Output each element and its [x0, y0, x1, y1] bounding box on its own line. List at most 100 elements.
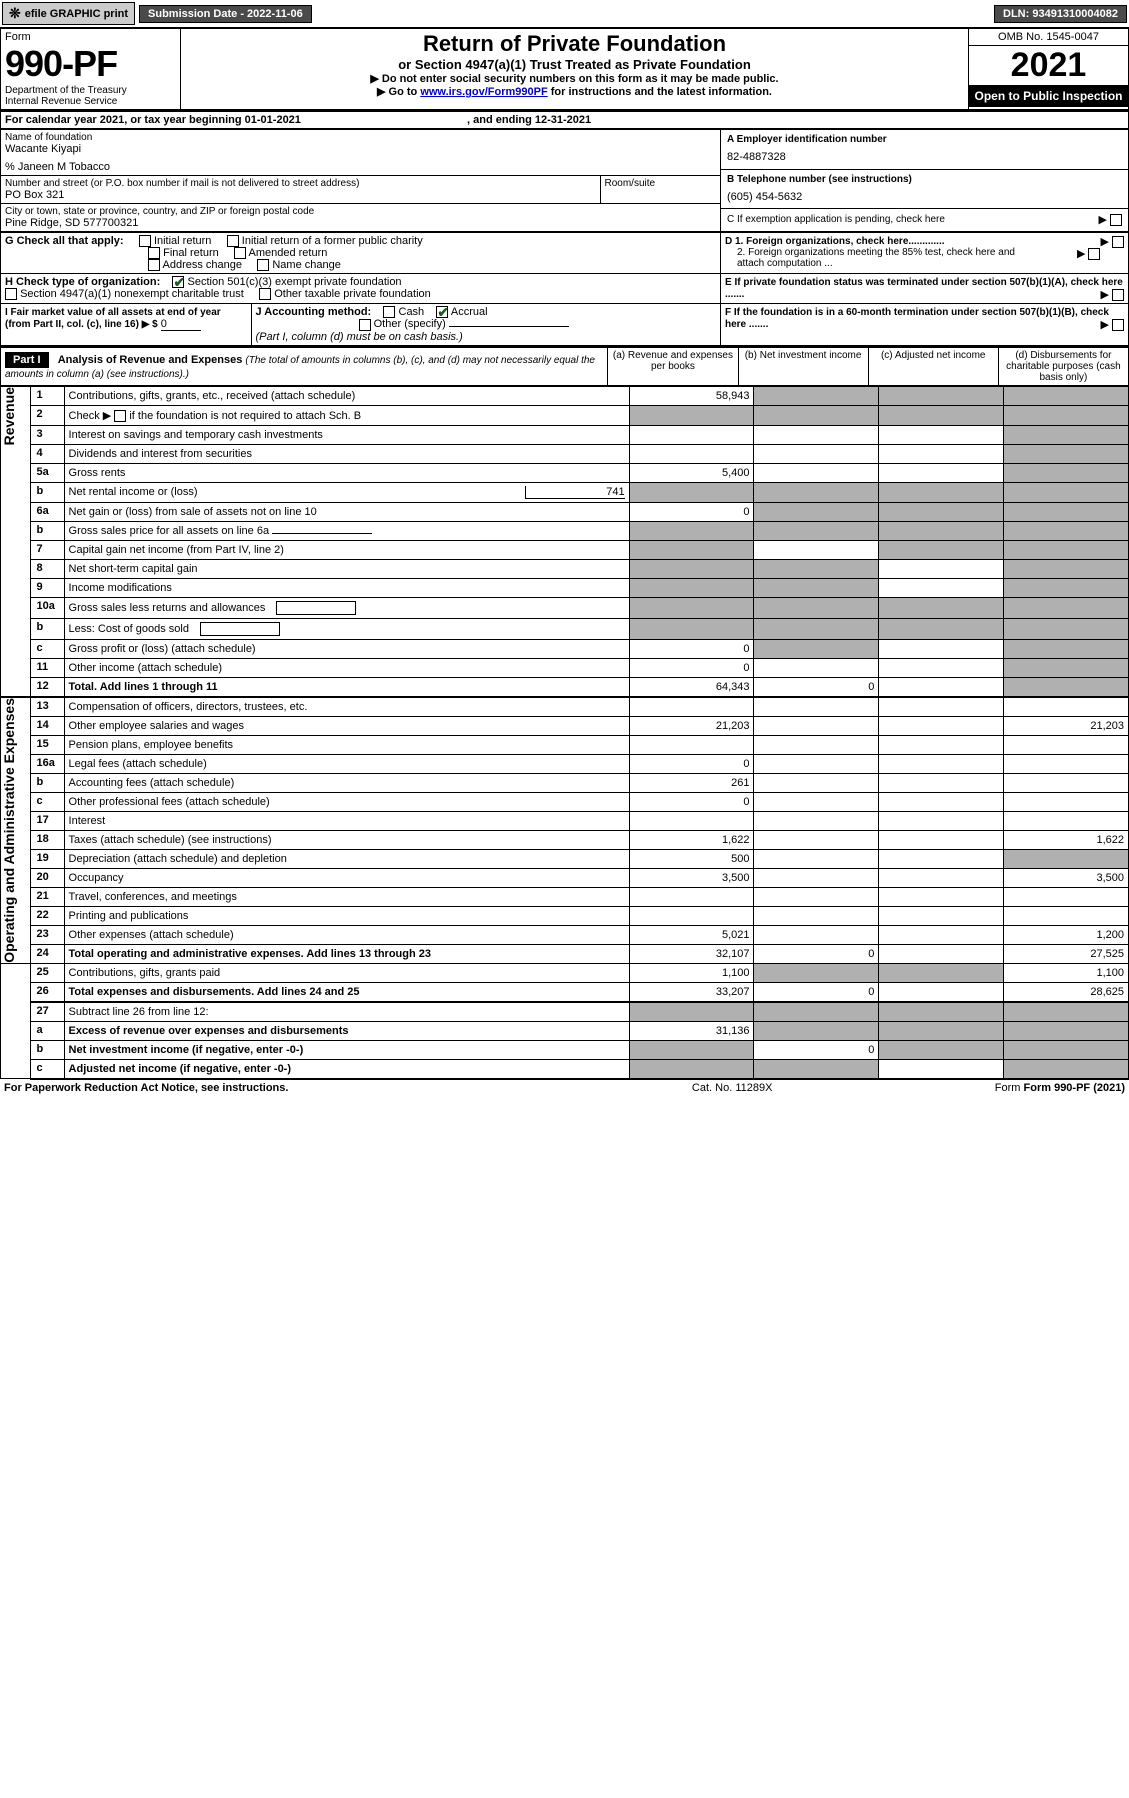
submission-date: Submission Date - 2022-11-06	[139, 5, 312, 23]
line26-desc: Total expenses and disbursements. Add li…	[64, 982, 629, 1002]
line3-desc: Interest on savings and temporary cash i…	[64, 425, 629, 444]
line7-desc: Capital gain net income (from Part IV, l…	[64, 540, 629, 559]
line1-a: 58,943	[629, 386, 754, 405]
line16c-desc: Other professional fees (attach schedule…	[64, 792, 629, 811]
line18-d: 1,622	[1004, 830, 1129, 849]
line9-desc: Income modifications	[64, 578, 629, 597]
street-address: PO Box 321	[5, 189, 596, 201]
j-cash-checkbox[interactable]	[383, 306, 395, 318]
e-label: E If private foundation status was termi…	[725, 277, 1123, 300]
line20-a: 3,500	[629, 868, 754, 887]
line24-a: 32,107	[629, 944, 754, 963]
line21-desc: Travel, conferences, and meetings	[64, 887, 629, 906]
line26-a: 33,207	[629, 982, 754, 1002]
line27b-desc: Net investment income (if negative, ente…	[64, 1040, 629, 1059]
g-address-change[interactable]	[148, 259, 160, 271]
form-subtitle: or Section 4947(a)(1) Trust Treated as P…	[185, 57, 964, 72]
footer-left: For Paperwork Reduction Act Notice, see …	[0, 1080, 636, 1096]
g-amended-return[interactable]	[234, 247, 246, 259]
line15-desc: Pension plans, employee benefits	[64, 735, 629, 754]
identity-block: Name of foundation Wacante Kiyapi % Jane…	[0, 129, 1129, 232]
line25-desc: Contributions, gifts, grants paid	[64, 963, 629, 982]
line17-desc: Interest	[64, 811, 629, 830]
line11-desc: Other income (attach schedule)	[64, 658, 629, 677]
j-note: (Part I, column (d) must be on cash basi…	[256, 331, 463, 343]
line19-a: 500	[629, 849, 754, 868]
g-initial-return[interactable]	[139, 235, 151, 247]
h-501c3-checkbox[interactable]	[172, 276, 184, 288]
line25-d: 1,100	[1004, 963, 1129, 982]
line23-desc: Other expenses (attach schedule)	[64, 925, 629, 944]
line24-b: 0	[754, 944, 879, 963]
line11-a: 0	[629, 658, 754, 677]
line5a-desc: Gross rents	[64, 463, 629, 482]
line14-a: 21,203	[629, 716, 754, 735]
g-final-return[interactable]	[148, 247, 160, 259]
line1-b	[754, 386, 879, 405]
spray-icon: ❊	[9, 5, 21, 22]
h-4947-checkbox[interactable]	[5, 288, 17, 300]
line24-desc: Total operating and administrative expen…	[64, 944, 629, 963]
calendar-year-line: For calendar year 2021, or tax year begi…	[1, 111, 1129, 129]
j-label: J Accounting method:	[256, 306, 372, 318]
line14-d: 21,203	[1004, 716, 1129, 735]
i-value: 0	[161, 318, 201, 331]
line27b-b: 0	[754, 1040, 879, 1059]
tax-year: 2021	[969, 46, 1128, 85]
line16b-desc: Accounting fees (attach schedule)	[64, 773, 629, 792]
line26-d: 28,625	[1004, 982, 1129, 1002]
f-checkbox[interactable]	[1112, 319, 1124, 331]
c-label: C If exemption application is pending, c…	[727, 214, 945, 225]
line10c-a: 0	[629, 639, 754, 658]
addr-label: Number and street (or P.O. box number if…	[5, 178, 596, 189]
efile-print-button[interactable]: ❊ efile GRAPHIC print	[2, 2, 135, 25]
goto-note: ▶ Go to www.irs.gov/Form990PF for instru…	[185, 85, 964, 98]
line27a-desc: Excess of revenue over expenses and disb…	[64, 1021, 629, 1040]
form-header: Form 990-PF Department of the Treasury I…	[0, 27, 1129, 110]
line6a-a: 0	[629, 502, 754, 521]
line12-a: 64,343	[629, 677, 754, 697]
city-label: City or town, state or province, country…	[5, 206, 716, 217]
h-other-checkbox[interactable]	[259, 288, 271, 300]
expenses-side-label: Operating and Administrative Expenses	[1, 698, 17, 963]
line22-desc: Printing and publications	[64, 906, 629, 925]
line20-d: 3,500	[1004, 868, 1129, 887]
check-block: G Check all that apply: Initial return I…	[0, 232, 1129, 346]
ein-label: A Employer identification number	[727, 134, 1122, 145]
ssn-warning: ▶ Do not enter social security numbers o…	[185, 72, 964, 85]
line2-checkbox[interactable]	[114, 410, 126, 422]
line12-desc: Total. Add lines 1 through 11	[64, 677, 629, 697]
line16a-a: 0	[629, 754, 754, 773]
d2-checkbox[interactable]	[1088, 248, 1100, 260]
g-initial-former[interactable]	[227, 235, 239, 247]
j-other-checkbox[interactable]	[359, 319, 371, 331]
part1-title: Analysis of Revenue and Expenses	[58, 354, 243, 366]
d2-label: 2. Foreign organizations meeting the 85%…	[725, 247, 1025, 269]
c-checkbox[interactable]	[1110, 214, 1122, 226]
line26-b: 0	[754, 982, 879, 1002]
f-label: F If the foundation is in a 60-month ter…	[725, 307, 1109, 330]
col-d-header: (d) Disbursements for charitable purpose…	[998, 347, 1128, 386]
foundation-name: Wacante Kiyapi	[5, 143, 716, 155]
form-label: Form	[5, 31, 176, 43]
line1-c	[879, 386, 1004, 405]
line24-d: 27,525	[1004, 944, 1129, 963]
line4-desc: Dividends and interest from securities	[64, 444, 629, 463]
d1-checkbox[interactable]	[1112, 236, 1124, 248]
col-c-header: (c) Adjusted net income	[868, 347, 998, 386]
line16c-a: 0	[629, 792, 754, 811]
city-state-zip: Pine Ridge, SD 577700321	[5, 217, 716, 229]
line13-desc: Compensation of officers, directors, tru…	[64, 697, 629, 717]
efile-label: efile GRAPHIC print	[25, 8, 128, 20]
part1-grid: Revenue 1 Contributions, gifts, grants, …	[0, 386, 1129, 1080]
e-checkbox[interactable]	[1112, 289, 1124, 301]
line27-desc: Subtract line 26 from line 12:	[64, 1002, 629, 1022]
j-accrual-checkbox[interactable]	[436, 306, 448, 318]
line6a-desc: Net gain or (loss) from sale of assets n…	[64, 502, 629, 521]
g-name-change[interactable]	[257, 259, 269, 271]
line12-b: 0	[754, 677, 879, 697]
g-label: G Check all that apply:	[5, 235, 124, 247]
line14-desc: Other employee salaries and wages	[64, 716, 629, 735]
h-label: H Check type of organization:	[5, 276, 160, 288]
irs-link[interactable]: www.irs.gov/Form990PF	[420, 86, 547, 98]
